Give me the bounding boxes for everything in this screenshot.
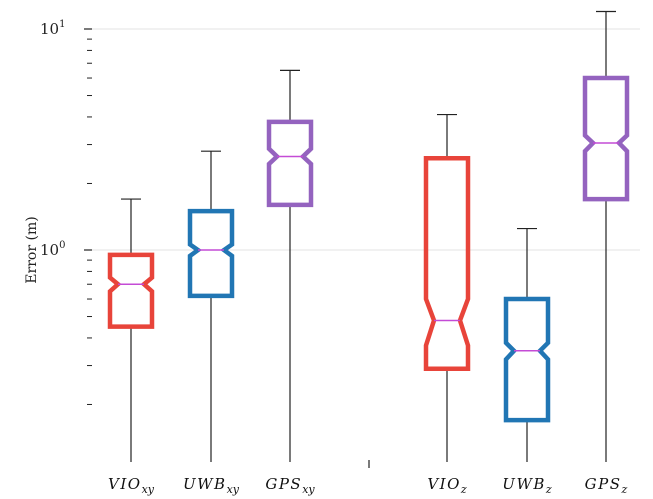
- category-label-5: GPSz: [585, 475, 628, 496]
- boxes-layer: [107, 10, 630, 462]
- box-gps-xy: [266, 69, 314, 462]
- category-label-0: VIOxy: [108, 475, 155, 496]
- box-body: [107, 252, 155, 329]
- box-vio-z: [423, 113, 471, 462]
- box-gps-z: [582, 10, 630, 462]
- box-body: [503, 296, 551, 423]
- box-body: [423, 156, 471, 372]
- y-tick-label-0: 100: [40, 240, 65, 259]
- box-body: [266, 119, 314, 208]
- box-body: [582, 75, 630, 202]
- box-body: [187, 208, 235, 299]
- box-uwb-xy: [187, 150, 235, 462]
- y-tick-label-1: 101: [40, 19, 65, 38]
- category-label-2: GPSxy: [265, 475, 315, 496]
- category-label-4: UWBz: [502, 475, 552, 496]
- category-label-1: UWBxy: [183, 475, 240, 496]
- category-label-3: VIOz: [427, 475, 467, 496]
- y-axis-label: Error (m): [24, 216, 40, 283]
- category-labels: VIOxy UWBxy GPSxy VIOz UWBz GPSz: [108, 475, 628, 496]
- box-vio-xy: [107, 198, 155, 462]
- y-axis: 100 101: [40, 19, 370, 468]
- grid-layer: [90, 28, 640, 251]
- box-uwb-z: [503, 227, 551, 462]
